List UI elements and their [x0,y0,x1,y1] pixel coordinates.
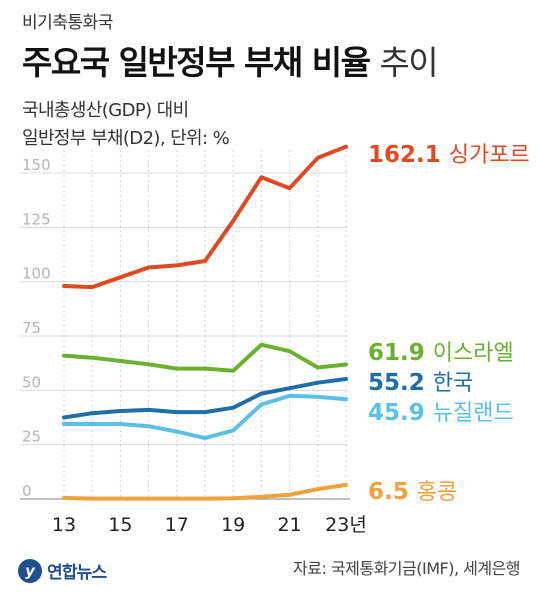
y-tick-label: 0 [22,482,32,500]
x-tick-label: 17 [165,514,189,536]
series-end-label: 61.9 이스라엘 [368,340,514,366]
series-end-value: 162.1 [368,142,449,168]
x-tick-label: 19 [221,514,245,536]
data-point [203,496,207,501]
series-name: 싱가포르 [449,143,530,168]
title-bold: 주요국 일반정부 부채 비율 [22,43,371,82]
grid-layer: 0 25 50 75 100 125 150 13 15 17 19 21 23년 [20,150,367,536]
data-point [90,422,94,426]
series-name: 뉴질랜드 [433,401,514,426]
yonhap-logo-icon: y [18,558,42,583]
data-point [316,156,320,160]
y-tick-label: 25 [22,428,41,446]
data-point [316,487,320,491]
data-point [90,411,94,415]
series-end-value: 55.2 [368,370,433,396]
series-line-이스라엘 [62,342,348,373]
data-point [344,397,348,401]
series-layer [62,144,348,501]
series-end-label: 55.2 한국 [368,370,473,396]
series-end-label: 45.9 뉴질랜드 [368,400,514,426]
data-point [62,415,66,420]
title-light: 추이 [379,43,438,82]
data-point [90,285,94,289]
data-point [203,436,207,440]
data-point [288,349,292,353]
data-point [344,483,348,487]
data-point [231,369,235,373]
y-tick-label: 75 [22,319,41,337]
data-point [259,175,263,179]
data-point [203,410,207,414]
data-point [90,356,94,360]
data-point [259,402,263,407]
source-note: 자료: 국제통화기금(IMF), 세계은행 [293,559,521,578]
data-point [203,259,207,263]
x-tick-label: 23년 [325,514,367,536]
data-point [62,496,66,500]
data-point [316,381,320,385]
data-point [231,428,235,433]
data-point [259,343,263,347]
data-point [175,367,179,371]
data-point [147,362,151,366]
subtitle-unit: 일반정부 부채(D2), 단위: % [22,128,230,149]
series-name: 홍콩 [417,480,457,505]
data-point [62,284,66,288]
data-point [231,219,235,223]
data-point [118,496,122,501]
data-point [259,495,263,499]
kicker: 비기축통화국 [22,13,113,33]
series-name: 이스라엘 [433,341,514,366]
y-tick-label: 100 [22,265,51,283]
data-point [147,424,151,428]
data-point [175,263,179,267]
x-tick-label: 21 [278,514,302,536]
series-end-label: 6.5 홍콩 [368,479,457,505]
data-point [175,430,179,434]
data-point [316,395,320,399]
data-point [175,410,179,414]
data-point [288,493,292,497]
data-point [203,367,207,371]
y-tick-label: 125 [22,210,51,228]
data-point [62,353,66,358]
x-tick-label: 15 [108,514,132,536]
logo-text: 연합뉴스 [47,563,107,583]
series-name: 한국 [433,371,473,396]
data-point [259,391,263,396]
data-point [118,422,122,426]
data-point [118,275,122,279]
data-point [344,377,348,381]
series-end-label: 162.1 싱가포르 [368,142,530,168]
data-point [147,408,151,412]
data-point [344,362,348,367]
logo: y 연합뉴스 [18,558,107,583]
data-point [288,394,292,398]
data-point [90,496,94,501]
series-end-value: 45.9 [368,400,433,426]
data-point [231,496,235,500]
x-tick-label: 13 [52,514,76,536]
series-end-value: 61.9 [368,340,433,366]
data-point [175,496,179,501]
data-point [288,386,292,390]
data-point [316,365,320,370]
page-title: 주요국 일반정부 부채 비율 추이 [22,36,439,84]
y-tick-label: 50 [22,373,41,391]
data-point [288,186,292,190]
data-point [231,406,235,410]
data-point [147,496,151,501]
data-point [62,422,66,426]
series-end-value: 6.5 [368,479,417,505]
subtitle-basis: 국내총생산(GDP) 대비 [22,100,189,121]
data-point [147,265,151,270]
data-point [344,145,348,149]
data-point [118,409,122,413]
data-point [118,359,122,363]
y-tick-label: 150 [22,156,51,174]
